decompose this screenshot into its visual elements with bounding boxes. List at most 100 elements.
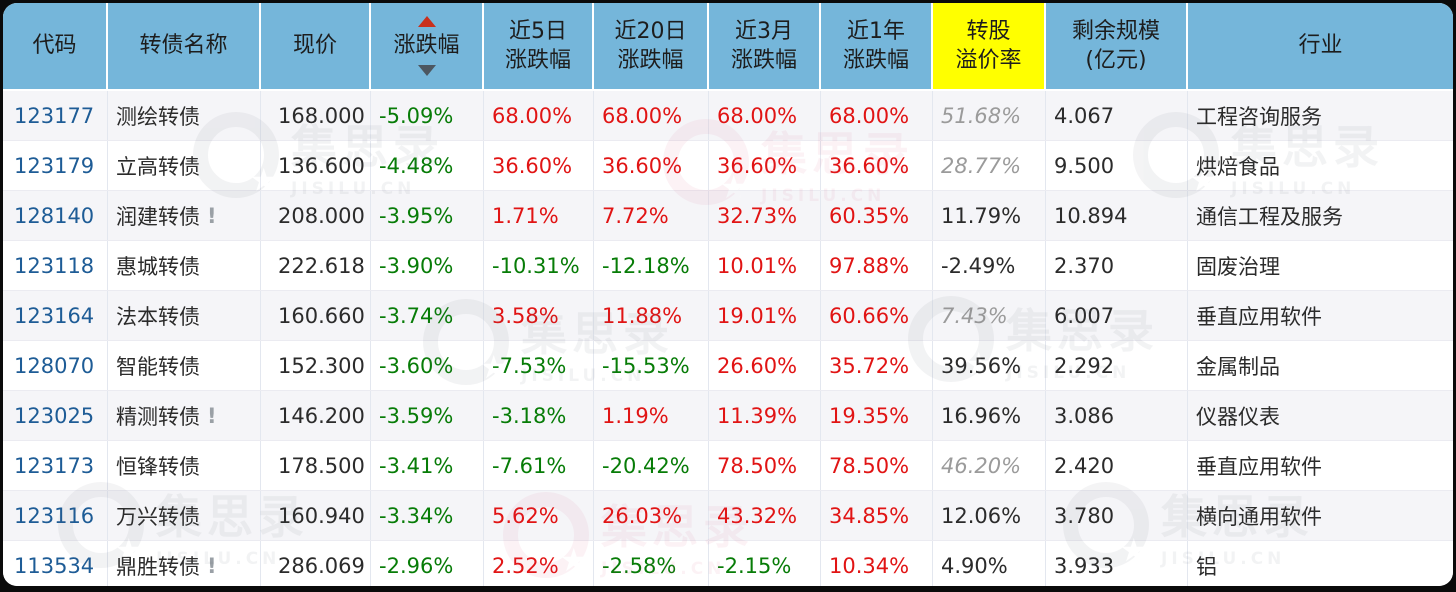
change-3m-cell: 43.32% xyxy=(709,491,821,540)
bond-name-cell[interactable]: 润建转债! xyxy=(108,191,261,240)
bond-name-cell[interactable]: 万兴转债 xyxy=(108,491,261,540)
col-header-label: 近3月 xyxy=(735,18,793,44)
premium-cell: 51.68% xyxy=(933,91,1046,140)
col-header-code[interactable]: 代码 xyxy=(3,3,108,91)
col-header-name[interactable]: 转债名称 xyxy=(108,3,261,91)
alert-icon[interactable]: ! xyxy=(207,553,217,578)
bond-code-link[interactable]: 128140 xyxy=(3,191,108,240)
premium-cell: 39.56% xyxy=(933,341,1046,390)
bond-name: 惠城转债 xyxy=(116,254,200,279)
table-row: 128070 智能转债 152.300 -3.60% -7.53% -15.53… xyxy=(3,341,1453,391)
col-header-label: (亿元) xyxy=(1085,48,1147,73)
bond-name-cell[interactable]: 智能转债 xyxy=(108,341,261,390)
change-cell: -3.90% xyxy=(371,241,484,290)
col-header-label: 涨跌幅 xyxy=(617,48,684,73)
bond-name-cell[interactable]: 测绘转债 xyxy=(108,91,261,140)
change-1y-cell: 19.35% xyxy=(821,391,933,440)
change-3m-cell: 36.60% xyxy=(709,141,821,190)
bond-code-link[interactable]: 123177 xyxy=(3,91,108,140)
industry-cell: 工程咨询服务 xyxy=(1196,104,1322,129)
size-cell: 6.007 xyxy=(1046,291,1188,340)
bond-code-link[interactable]: 123025 xyxy=(3,391,108,440)
col-header-label: 转股 xyxy=(966,18,1011,44)
size-cell: 2.370 xyxy=(1046,241,1188,290)
change-20d-cell: -20.42% xyxy=(594,441,709,490)
price-cell: 152.300 xyxy=(261,341,371,390)
size-cell: 3.780 xyxy=(1046,491,1188,540)
table-row: 123164 法本转债 160.660 -3.74% 3.58% 11.88% … xyxy=(3,291,1453,341)
table-row: 123025 精测转债! 146.200 -3.59% -3.18% 1.19%… xyxy=(3,391,1453,441)
col-header-industry[interactable]: 行业 xyxy=(1188,3,1453,91)
change-cell: -3.34% xyxy=(371,491,484,540)
col-header-label: 转债名称 xyxy=(139,33,228,59)
sort-desc-icon[interactable] xyxy=(417,64,436,76)
change-20d-cell: 26.03% xyxy=(594,491,709,540)
change-1y-cell: 35.72% xyxy=(821,341,933,390)
industry-cell: 铝 xyxy=(1196,554,1217,579)
col-header-change-1y[interactable]: 近1年 涨跌幅 xyxy=(821,3,933,91)
table-row: 123116 万兴转债 160.940 -3.34% 5.62% 26.03% … xyxy=(3,491,1453,541)
bond-name-cell[interactable]: 恒锋转债 xyxy=(108,441,261,490)
change-cell: -3.74% xyxy=(371,291,484,340)
industry-cell: 烘焙食品 xyxy=(1196,154,1280,179)
col-header-premium[interactable]: 转股 溢价率 xyxy=(933,3,1046,91)
change-20d-cell: -12.18% xyxy=(594,241,709,290)
col-header-change[interactable]: 涨跌幅 xyxy=(371,3,484,91)
premium-cell: 11.79% xyxy=(933,191,1046,240)
col-header-price[interactable]: 现价 xyxy=(261,3,371,91)
col-header-change-20d[interactable]: 近20日 涨跌幅 xyxy=(594,3,709,91)
change-cell: -2.96% xyxy=(371,541,484,586)
bond-name-cell[interactable]: 法本转债 xyxy=(108,291,261,340)
bond-code-link[interactable]: 123179 xyxy=(3,141,108,190)
bond-code-link[interactable]: 123173 xyxy=(3,441,108,490)
size-cell: 9.500 xyxy=(1046,141,1188,190)
change-5d-cell: 1.71% xyxy=(484,191,594,240)
col-header-change-3m[interactable]: 近3月 涨跌幅 xyxy=(709,3,821,91)
price-cell: 160.940 xyxy=(261,491,371,540)
change-1y-cell: 34.85% xyxy=(821,491,933,540)
premium-cell: 4.90% xyxy=(933,541,1046,586)
bond-name: 万兴转债 xyxy=(116,504,200,529)
bond-code-link[interactable]: 123118 xyxy=(3,241,108,290)
size-cell: 3.086 xyxy=(1046,391,1188,440)
col-header-change-5d[interactable]: 近5日 涨跌幅 xyxy=(484,3,594,91)
bond-name-cell[interactable]: 精测转债! xyxy=(108,391,261,440)
change-3m-cell: -2.15% xyxy=(709,541,821,586)
change-20d-cell: 1.19% xyxy=(594,391,709,440)
bond-name-cell[interactable]: 惠城转债 xyxy=(108,241,261,290)
bond-name: 法本转债 xyxy=(116,304,200,329)
alert-icon[interactable]: ! xyxy=(207,403,217,428)
bond-name: 恒锋转债 xyxy=(116,454,200,479)
col-header-label: 剩余规模 xyxy=(1071,18,1160,44)
bond-code-link[interactable]: 113534 xyxy=(3,541,108,586)
change-1y-cell: 97.88% xyxy=(821,241,933,290)
alert-icon[interactable]: ! xyxy=(207,203,217,228)
price-cell: 286.069 xyxy=(261,541,371,586)
industry-cell: 通信工程及服务 xyxy=(1196,204,1343,229)
bond-code-link[interactable]: 128070 xyxy=(3,341,108,390)
change-20d-cell: 68.00% xyxy=(594,91,709,140)
col-header-label: 涨跌幅 xyxy=(730,48,797,73)
table-row: 128140 润建转债! 208.000 -3.95% 1.71% 7.72% … xyxy=(3,191,1453,241)
bond-name-cell[interactable]: 立高转债 xyxy=(108,141,261,190)
price-cell: 178.500 xyxy=(261,441,371,490)
change-1y-cell: 60.66% xyxy=(821,291,933,340)
premium-cell: 12.06% xyxy=(933,491,1046,540)
change-3m-cell: 19.01% xyxy=(709,291,821,340)
change-cell: -3.59% xyxy=(371,391,484,440)
table-row: 123118 惠城转债 222.618 -3.90% -10.31% -12.1… xyxy=(3,241,1453,291)
size-cell: 3.933 xyxy=(1046,541,1188,586)
size-cell: 4.067 xyxy=(1046,91,1188,140)
col-header-size[interactable]: 剩余规模 (亿元) xyxy=(1046,3,1188,91)
change-5d-cell: 36.60% xyxy=(484,141,594,190)
change-cell: -5.09% xyxy=(371,91,484,140)
price-cell: 222.618 xyxy=(261,241,371,290)
bond-code-link[interactable]: 123164 xyxy=(3,291,108,340)
bond-code-link[interactable]: 123116 xyxy=(3,491,108,540)
change-1y-cell: 10.34% xyxy=(821,541,933,586)
premium-cell: 7.43% xyxy=(933,291,1046,340)
industry-cell: 垂直应用软件 xyxy=(1196,454,1322,479)
premium-cell: 16.96% xyxy=(933,391,1046,440)
sort-asc-icon[interactable] xyxy=(417,16,436,28)
bond-name-cell[interactable]: 鼎胜转债! xyxy=(108,541,261,586)
